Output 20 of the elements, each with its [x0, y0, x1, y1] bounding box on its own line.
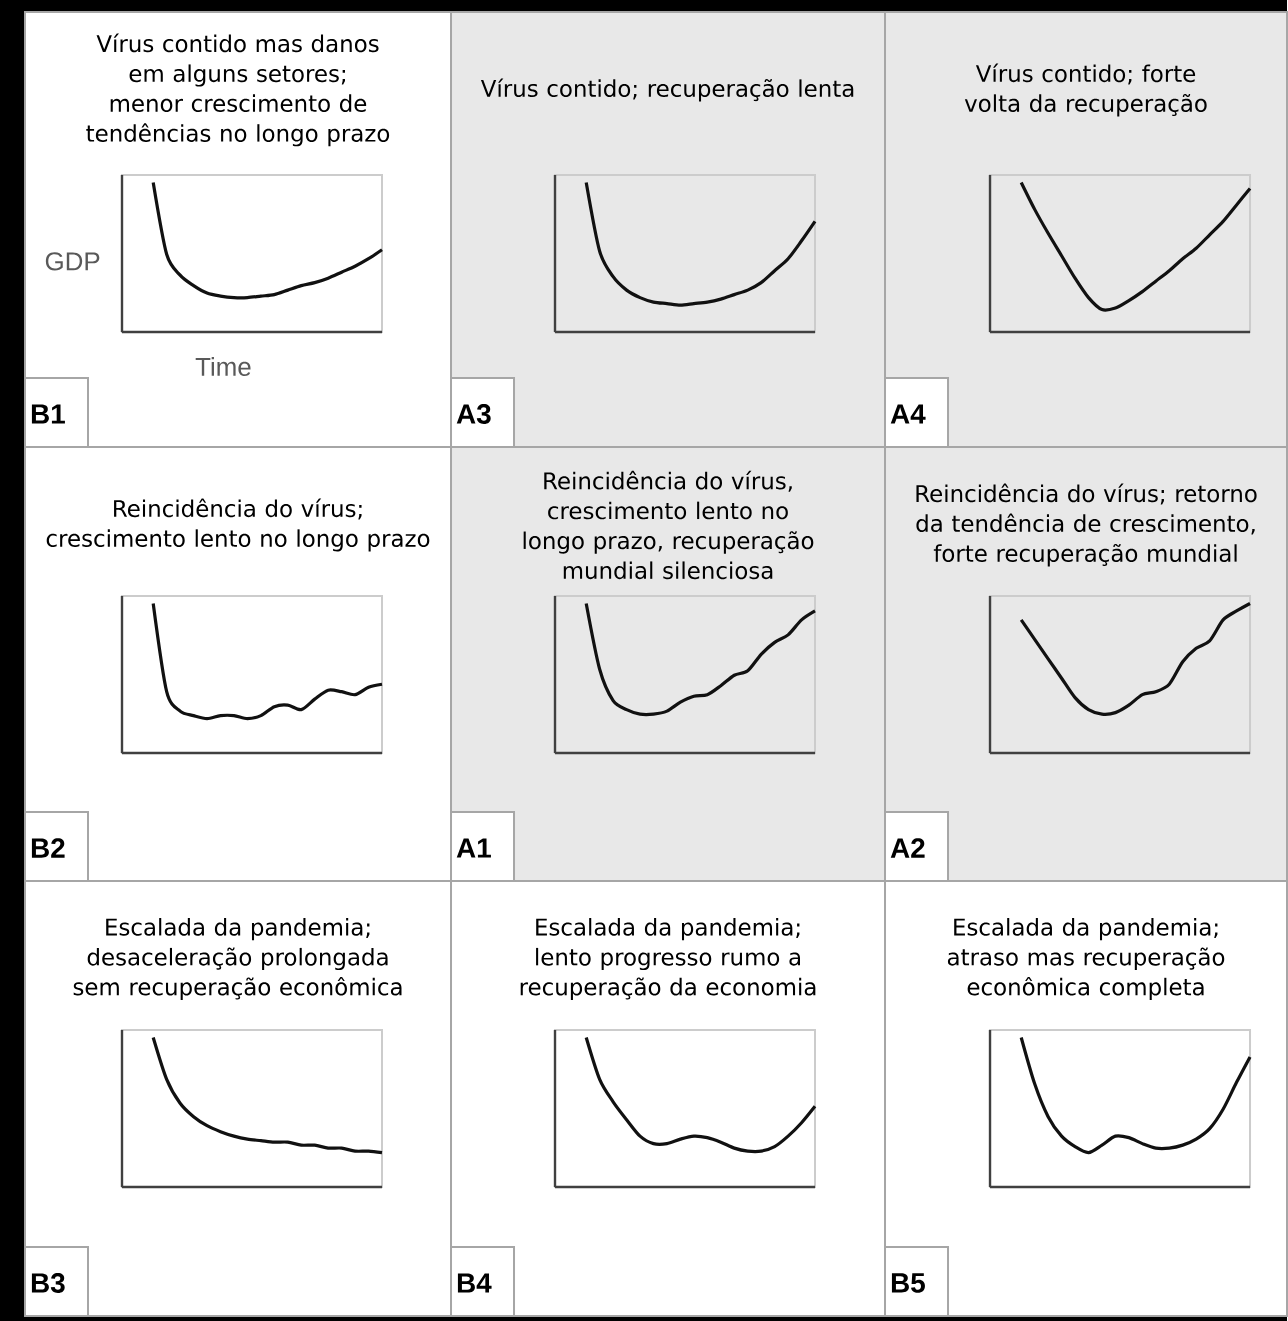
chart-title: Escalada da pandemia; desaceleração prolongada sem recuperação econômica — [73, 918, 402, 1000]
x-axis-title: Time — [195, 357, 251, 377]
text: A4 — [890, 404, 926, 424]
chart-title: Escalada da pandemia; lento progresso rumo a recuperação da economia — [520, 918, 816, 1000]
chart-title: Reincidência do vírus; retorno da tendência de crescimento, forte recuperação mundial — [916, 483, 1257, 567]
chart-title: Reincidência do vírus; crescimento lento no longo prazo — [46, 498, 430, 552]
text: B4 — [457, 1273, 492, 1293]
text: B1 — [31, 404, 65, 424]
chart-title: Escalada da pandemia; atraso mas recuperação econômica completa — [947, 918, 1225, 1000]
chart-title: Vírus contido mas danos em alguns setores; menor crescimento de tendências no longo prazo — [86, 33, 390, 147]
text: A3 — [456, 404, 491, 424]
text: A1 — [456, 838, 491, 858]
y-axis-title: GDP — [45, 252, 100, 271]
text: B5 — [891, 1273, 925, 1293]
chart-title: Vírus contido; forte volta da recuperação — [964, 63, 1207, 117]
text: B3 — [31, 1273, 65, 1293]
text: B2 — [31, 838, 65, 858]
text: A2 — [890, 838, 925, 858]
chart-title: Reincidência do vírus, crescimento lento no longo prazo, recuperação mundial silenciosa — [523, 470, 814, 580]
chart-title: Vírus contido; recuperação lenta — [480, 78, 854, 102]
